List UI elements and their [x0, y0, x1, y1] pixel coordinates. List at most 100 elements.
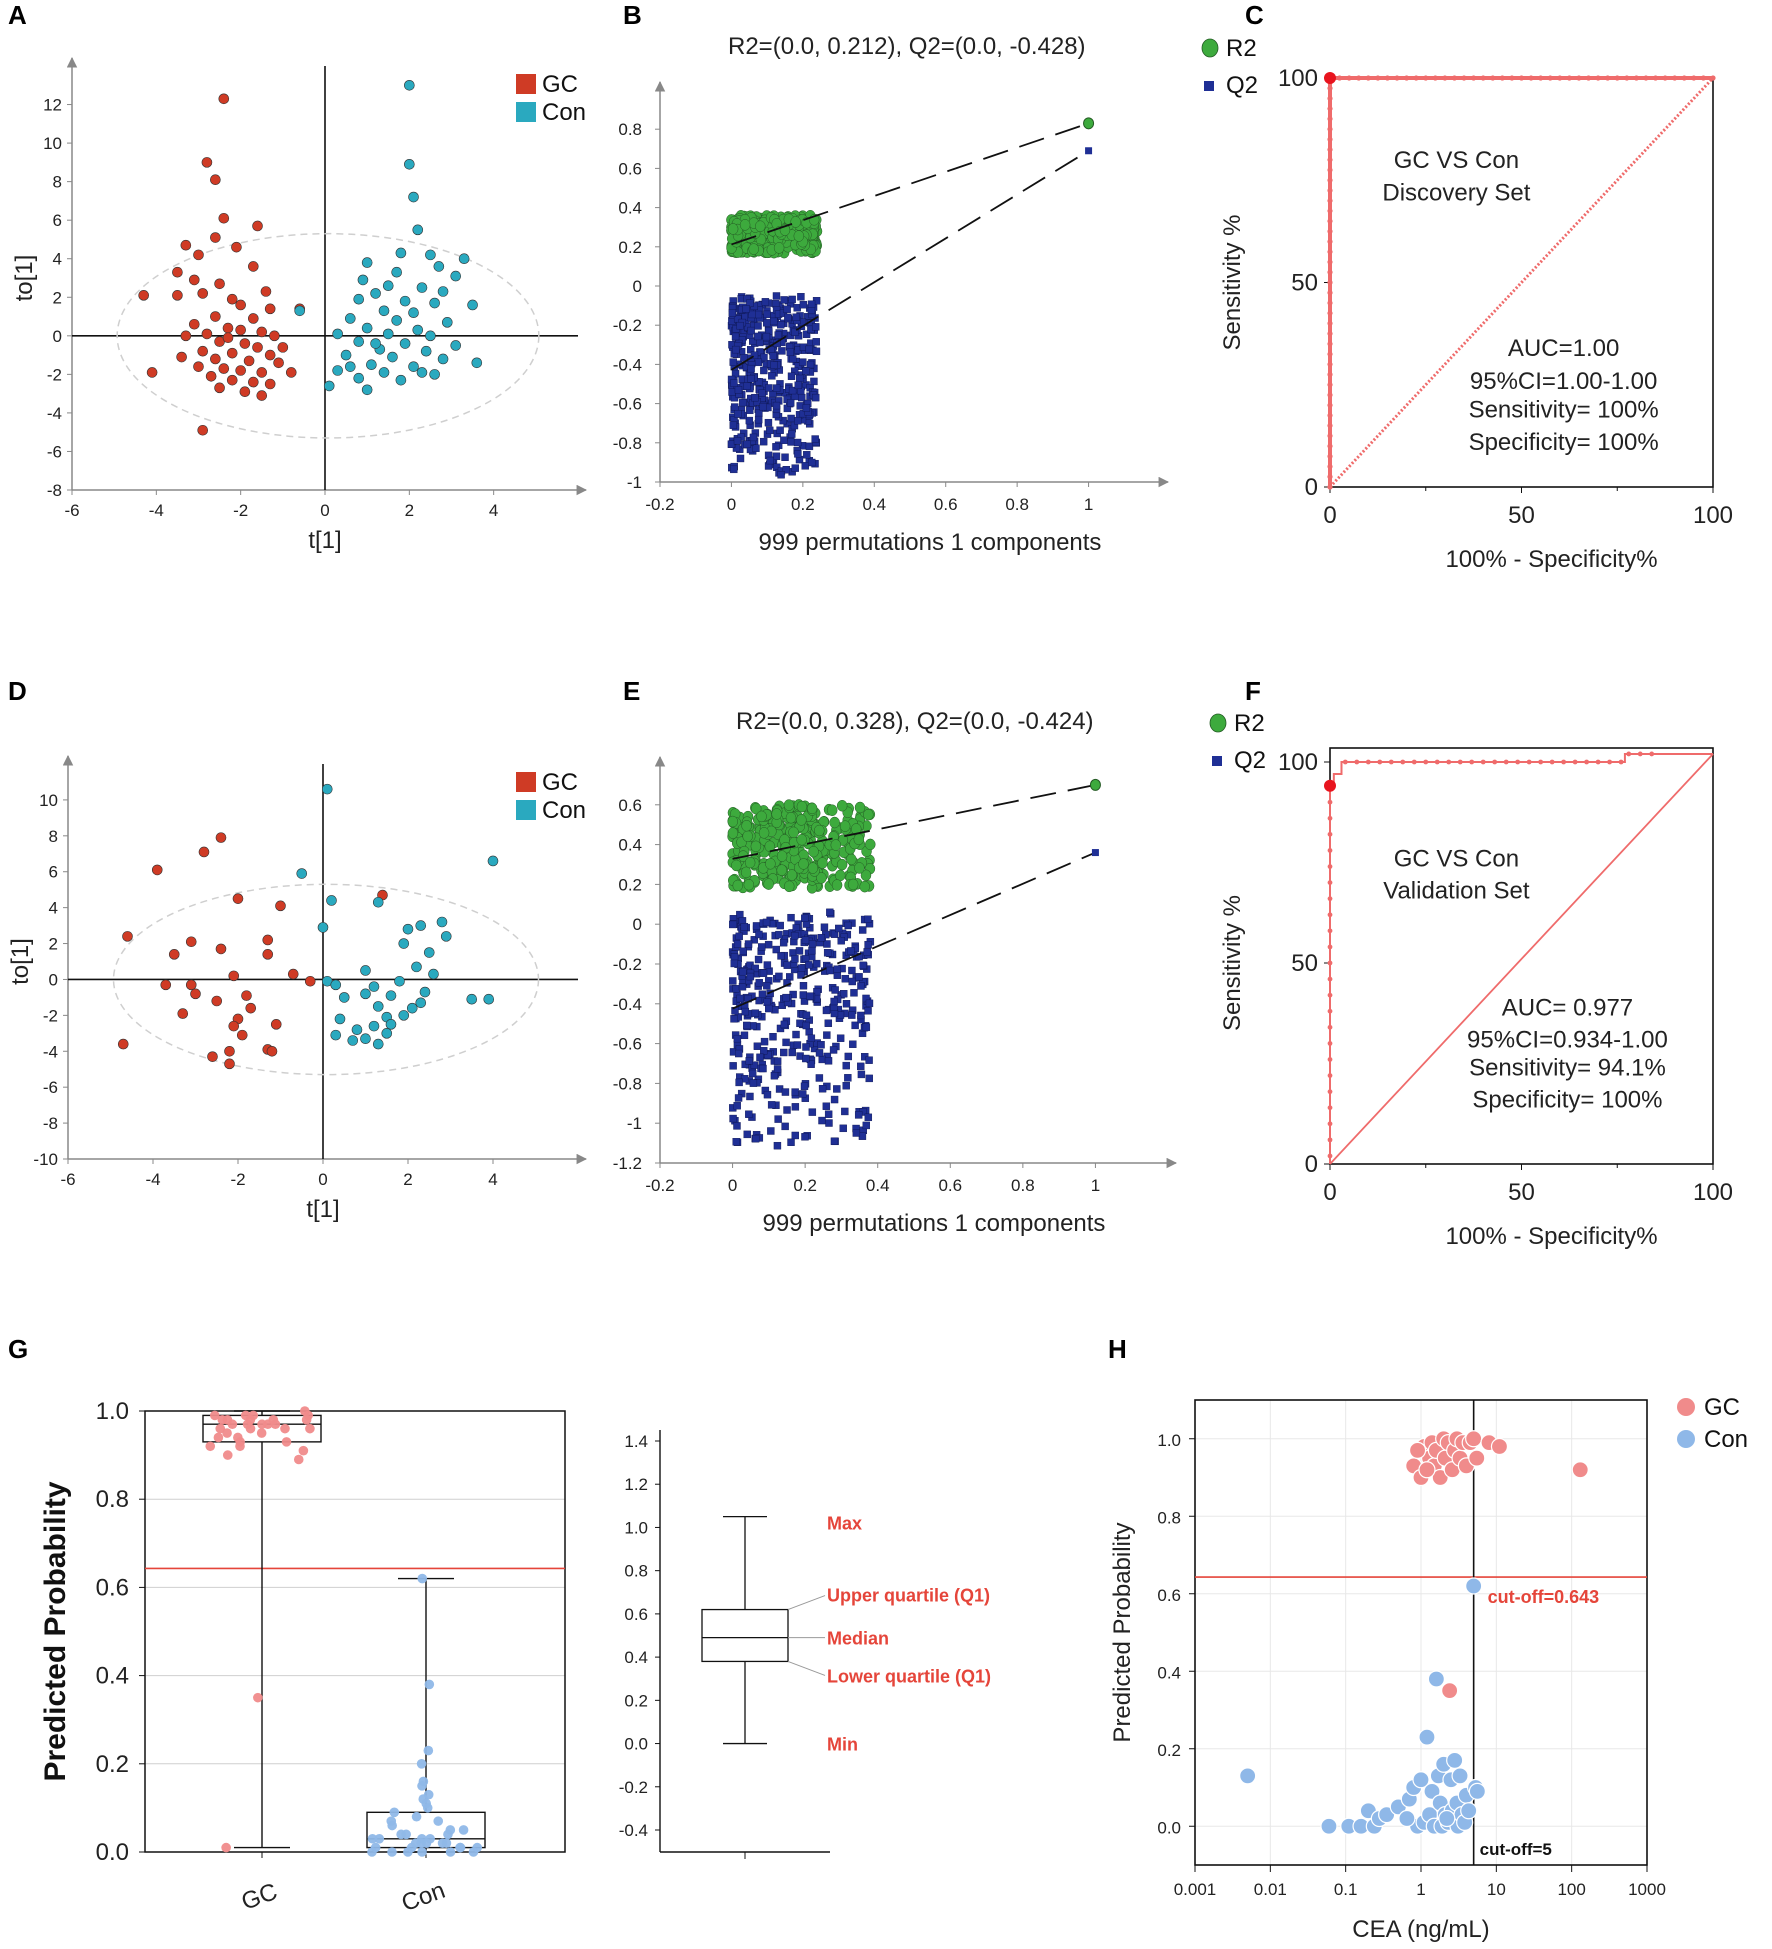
data-point-gc: [207, 1051, 218, 1062]
roc-point: [1388, 759, 1394, 765]
data-point-con: [416, 367, 428, 378]
data-point-con: [445, 1847, 456, 1857]
data-point-con: [424, 1679, 435, 1690]
data-point-gc: [248, 261, 259, 272]
perm-r2-point: [817, 857, 828, 869]
perm-q2-point: [839, 1124, 847, 1133]
perm-q2-point: [859, 961, 867, 970]
perm-q2-point: [791, 1088, 799, 1096]
perm-q2-point: [751, 964, 759, 973]
data-point-con: [415, 997, 427, 1009]
y-tick-label: 100: [1278, 749, 1318, 776]
roc-point: [1404, 75, 1410, 81]
roc-point: [1572, 759, 1578, 765]
perm-q2-point: [755, 409, 763, 417]
roc-point: [1400, 759, 1406, 765]
roc-point: [1327, 228, 1333, 234]
data-point-gc: [262, 934, 274, 946]
data-point-con: [399, 338, 411, 349]
roc-point: [1327, 218, 1333, 224]
data-point-con: [338, 992, 350, 1003]
data-point-gc: [226, 293, 238, 305]
y-tick-label: 0.6: [624, 1605, 648, 1624]
perm-q2-point: [754, 310, 763, 319]
data-point-gc: [228, 970, 240, 982]
perm-q2-point: [833, 965, 841, 973]
data-point-gc: [222, 1415, 233, 1425]
perm-q2-point: [740, 923, 749, 931]
perm-q2-point: [844, 921, 852, 930]
data-point-con: [382, 328, 394, 340]
data-point-con: [361, 322, 373, 334]
perm-q2-point: [731, 345, 740, 354]
perm-r2-point: [765, 858, 776, 870]
perm-r2-point: [814, 824, 825, 837]
roc-point: [1365, 759, 1371, 765]
perm-q2-point: [837, 937, 845, 945]
data-point-gc: [224, 1045, 235, 1057]
data-point-con: [1320, 1817, 1338, 1835]
x-tick-label: 0.001: [1174, 1880, 1217, 1899]
perm-q2-point: [848, 966, 856, 975]
data-point-con: [467, 299, 478, 311]
legend-label-gc: GC: [542, 71, 578, 98]
legend-label-gc: GC: [542, 769, 578, 796]
roc-point: [1327, 341, 1333, 347]
label-max: Max: [827, 1514, 862, 1534]
perm-r2-point: [831, 879, 843, 891]
y-axis-label: Sensitivity %: [1219, 214, 1246, 350]
roc-point: [1423, 75, 1429, 81]
perm-q2-point: [794, 417, 802, 425]
roc-annotation: 95%CI=0.934-1.00: [1467, 1026, 1668, 1053]
x-tick-label: 0: [1323, 1179, 1336, 1206]
perm-q2-point: [787, 372, 796, 380]
data-point-con: [1427, 1670, 1445, 1688]
y-tick-label: -0.2: [619, 1778, 648, 1797]
data-point-con: [441, 317, 453, 328]
y-tick-label: 4: [49, 899, 58, 918]
x-tick-label: 0: [1323, 502, 1336, 529]
data-point-con: [374, 1833, 385, 1844]
perm-q2-point: [812, 338, 820, 346]
x-tick-label: -4: [149, 501, 164, 520]
x-axis-label: 999 permutations 1 components: [759, 529, 1102, 556]
perm-q2-point: [858, 926, 867, 934]
perm-r2-point: [771, 808, 782, 820]
data-point-con: [395, 247, 407, 259]
data-point-con: [433, 261, 445, 272]
legend-swatch-con: [1677, 1430, 1695, 1448]
perm-q2-point: [784, 313, 792, 322]
data-point-con: [1460, 1802, 1478, 1820]
perm-q2-point: [787, 438, 795, 446]
data-point-gc: [117, 1038, 129, 1050]
perm-r2-point: [739, 219, 751, 231]
roc-point: [1327, 136, 1333, 142]
data-point-gc: [222, 322, 234, 334]
perm-q2-point: [779, 416, 787, 425]
data-point-gc: [188, 274, 200, 286]
panel-g-box-legend: -0.4 -0.2 0.0 0.2 0.4 0.6 0.8 1.0 1.2 1.4 Max Upper…: [619, 1430, 991, 1859]
data-point-con: [1438, 1809, 1456, 1828]
data-point-gc: [248, 376, 259, 388]
perm-q2-point: [743, 1021, 751, 1030]
perm-q2-point: [818, 1055, 826, 1064]
data-point-gc: [235, 1441, 245, 1452]
perm-q2-point: [729, 920, 737, 929]
perm-q2-point: [769, 1032, 777, 1041]
y-tick-label: 1.0: [624, 1518, 648, 1537]
perm-q2-point: [799, 358, 807, 366]
data-point-con: [1423, 1782, 1441, 1800]
data-point-gc: [209, 1410, 220, 1421]
roc-point: [1327, 463, 1333, 470]
perm-q2-point: [777, 321, 785, 329]
roc-annotation: Sensitivity= 100%: [1469, 396, 1659, 423]
perm-q2-point: [815, 1074, 824, 1082]
data-point-con: [332, 365, 343, 376]
perm-q2-point: [791, 955, 799, 963]
y-tick-label: 6: [53, 211, 62, 230]
roc-point: [1327, 976, 1333, 982]
perm-q2-point: [830, 1009, 839, 1018]
perm-q2-point: [857, 1062, 865, 1071]
perm-q2-point: [802, 404, 811, 412]
perm-r2-point: [776, 864, 788, 876]
